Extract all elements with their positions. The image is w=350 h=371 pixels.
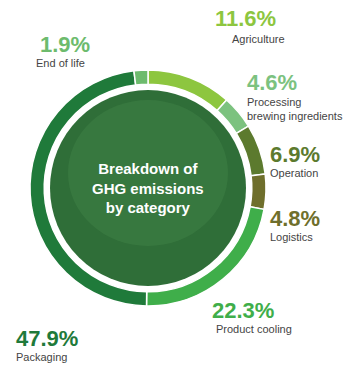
svg-text:11.6%: 11.6% bbox=[215, 6, 276, 31]
svg-text:Breakdown ofGHG emissionsby ca: Breakdown ofGHG emissionsby category bbox=[92, 160, 204, 216]
svg-text:Packaging: Packaging bbox=[16, 351, 67, 363]
svg-text:Agriculture: Agriculture bbox=[232, 33, 285, 45]
svg-text:Logistics: Logistics bbox=[270, 231, 313, 243]
svg-text:Processingbrewing ingredients: Processingbrewing ingredients bbox=[247, 96, 343, 122]
svg-text:6.9%: 6.9% bbox=[270, 142, 320, 167]
svg-text:47.9%: 47.9% bbox=[16, 326, 78, 351]
svg-text:4.6%: 4.6% bbox=[247, 70, 297, 95]
svg-text:1.9%: 1.9% bbox=[40, 32, 90, 57]
svg-text:Operation: Operation bbox=[270, 167, 318, 179]
svg-text:End of life: End of life bbox=[36, 57, 85, 69]
svg-text:4.8%: 4.8% bbox=[270, 206, 320, 231]
svg-text:22.3%: 22.3% bbox=[212, 298, 274, 323]
svg-text:Product cooling: Product cooling bbox=[216, 323, 292, 335]
